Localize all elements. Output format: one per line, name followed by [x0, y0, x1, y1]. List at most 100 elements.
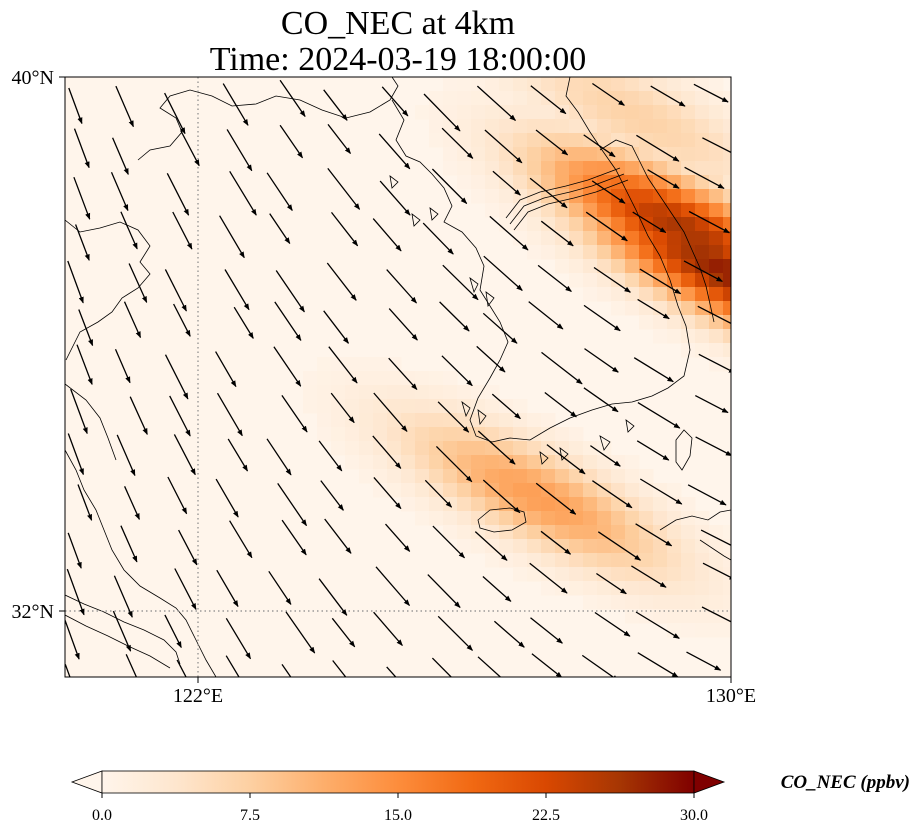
- wind-arrow: [120, 211, 138, 250]
- field-cell: [569, 231, 584, 246]
- field-cell: [681, 175, 696, 190]
- field-cell: [429, 441, 444, 456]
- wind-arrow: [167, 476, 188, 515]
- wind-arrow: [476, 345, 506, 373]
- field-cell: [583, 441, 598, 456]
- field-cell: [639, 77, 654, 92]
- wind-arrow: [593, 266, 631, 293]
- yangtze-estuary-2: [65, 614, 171, 669]
- field-cell: [611, 483, 626, 498]
- colorbar-label: CO_NEC (ppbv): [781, 772, 910, 793]
- wind-arrow: [482, 312, 518, 344]
- field-cell: [639, 553, 654, 568]
- wind-arrow: [388, 308, 418, 341]
- field-cell: [681, 259, 696, 274]
- field-cell: [639, 497, 654, 512]
- field-cell: [387, 483, 402, 498]
- wind-arrow: [388, 357, 418, 390]
- wind-arrow: [540, 530, 572, 555]
- wind-arrow: [585, 211, 628, 242]
- field-cell: [709, 119, 724, 134]
- field-cell: [611, 273, 626, 288]
- wind-arrow: [275, 270, 305, 313]
- field-cell: [653, 203, 668, 218]
- wind-arrow: [528, 301, 564, 330]
- field-cell: [513, 77, 528, 92]
- field-cell: [527, 161, 542, 176]
- field-cell: [457, 455, 472, 470]
- field-cell: [611, 217, 626, 232]
- field-cell: [415, 385, 430, 400]
- field-cell: [499, 161, 514, 176]
- field-cell: [429, 427, 444, 442]
- field-cell: [639, 273, 654, 288]
- field-cell: [611, 455, 626, 470]
- field-cell: [471, 511, 486, 526]
- wind-arrow: [702, 562, 731, 580]
- field-cell: [653, 539, 668, 554]
- field-cell: [709, 623, 724, 638]
- wind-arrow: [477, 430, 516, 465]
- field-cell: [695, 623, 710, 638]
- field-cell: [639, 105, 654, 120]
- field-cell: [471, 91, 486, 106]
- field-cell: [709, 287, 724, 302]
- field-cell: [597, 133, 612, 148]
- field-cell: [681, 91, 696, 106]
- yangtze-estuary: [65, 594, 181, 665]
- lon-tick-122E: 122°E: [173, 685, 223, 707]
- field-cell: [723, 231, 731, 246]
- wind-arrow: [474, 531, 508, 561]
- field-cell: [653, 315, 668, 330]
- field-cell: [653, 161, 668, 176]
- field-cell: [611, 133, 626, 148]
- wind-arrow: [219, 215, 245, 259]
- field-cell: [709, 147, 724, 162]
- field-cell: [723, 119, 731, 134]
- field-cell: [513, 147, 528, 162]
- wind-arrow: [113, 575, 133, 618]
- field-cell: [625, 161, 640, 176]
- field-cell: [541, 189, 556, 204]
- field-cell: [709, 329, 724, 344]
- field-cell: [625, 567, 640, 582]
- field-cell: [443, 441, 458, 456]
- wind-arrow: [484, 129, 523, 164]
- border-line-2: [509, 173, 625, 225]
- field-cell: [541, 245, 556, 260]
- wind-arrow: [266, 172, 293, 212]
- field-cell: [527, 441, 542, 456]
- field-cell: [345, 385, 360, 400]
- field-cell: [331, 385, 346, 400]
- lon-axis: 122°E 130°E: [173, 677, 756, 707]
- field-cell: [695, 133, 710, 148]
- field-cell: [611, 567, 626, 582]
- wind-arrow: [226, 129, 253, 172]
- field-cell: [653, 553, 668, 568]
- field-cell: [513, 553, 528, 568]
- field-cell: [499, 147, 514, 162]
- colorbar-ticks: 0.0 7.5 15.0 22.5 30.0: [92, 793, 708, 824]
- china-inland-line: [65, 383, 117, 461]
- field-cell: [429, 511, 444, 526]
- field-cell: [709, 133, 724, 148]
- wind-arrow: [67, 260, 84, 304]
- wind-arrow: [700, 529, 731, 547]
- field-cell: [471, 399, 486, 414]
- wind-arrow: [693, 83, 729, 103]
- field-cell: [387, 385, 402, 400]
- field-cell: [597, 231, 612, 246]
- field-cell: [681, 343, 696, 358]
- wind-arrow: [583, 134, 616, 158]
- wind-arrow: [492, 170, 521, 196]
- field-cell: [723, 609, 731, 624]
- field-cell: [583, 259, 598, 274]
- field-cell: [317, 427, 332, 442]
- field-cell: [723, 245, 731, 260]
- field-cell: [681, 105, 696, 120]
- wind-arrow: [531, 653, 563, 677]
- wind-arrow: [541, 351, 583, 385]
- field-cell: [653, 273, 668, 288]
- wind-arrow: [386, 269, 417, 304]
- field-cell: [513, 455, 528, 470]
